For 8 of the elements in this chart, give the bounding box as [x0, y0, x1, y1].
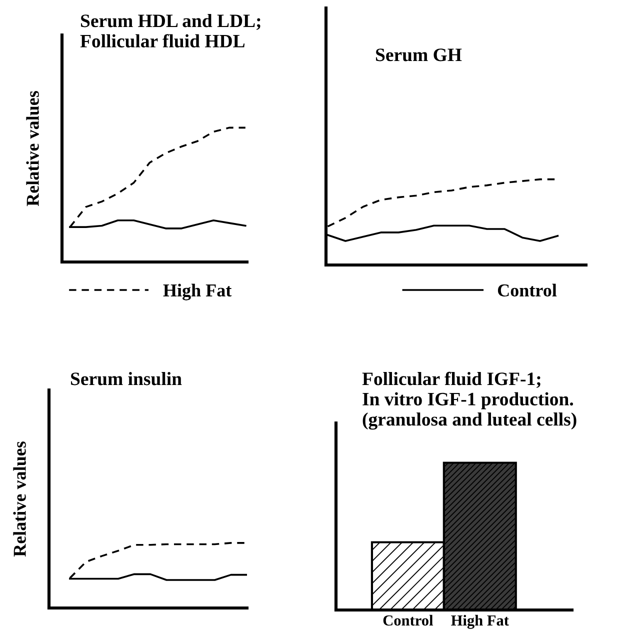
- chart-title: Serum HDL and LDL; Follicular fluid HDL: [80, 14, 260, 48]
- y-axis-title: Relative values: [26, 91, 39, 206]
- legend-label: Control: [498, 284, 557, 297]
- y-axis-title: Relative values: [13, 442, 26, 557]
- legend-label: High Fat: [163, 284, 232, 300]
- chart-title: Follicular fluid IGF-1; In vitro IGF-1 production. (granulosa and luteal cells): [362, 372, 576, 430]
- chart-title: Serum insulin: [71, 372, 182, 386]
- chart-title: Serum GH: [376, 48, 462, 62]
